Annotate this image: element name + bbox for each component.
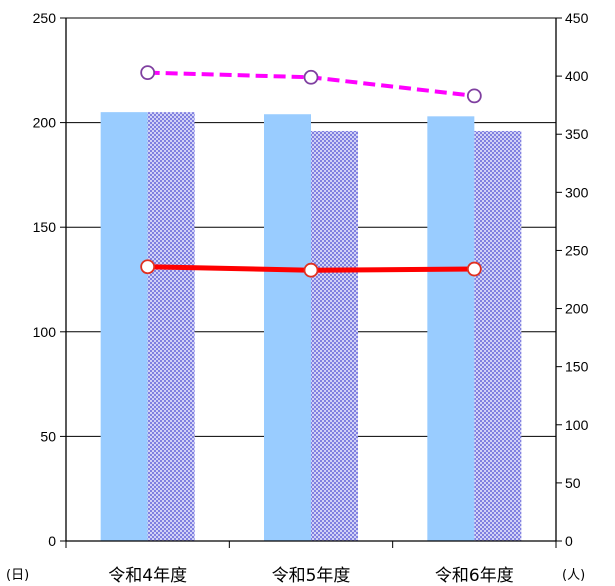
bar-series1 [427,116,475,541]
line-series2-point [303,262,319,278]
line-series2-point [466,261,482,277]
y-right-tick-label: 0 [565,533,573,549]
y-right-unit-label: (人) [562,568,585,583]
bar-series2 [474,130,522,541]
y-right-tick-label: 50 [565,475,581,491]
line-layer [140,65,482,278]
y-right-tick-label: 150 [565,359,589,375]
y-right-tick-label: 350 [565,126,589,142]
y-right-tick-label: 300 [565,184,589,200]
line-series1-point [303,69,319,85]
y-left-tick-label: 150 [33,219,57,235]
y-right-tick-label: 450 [565,10,589,26]
y-right-tick-label: 200 [565,301,589,317]
line-series2-point [140,259,156,275]
x-category-label: 令和5年度 [272,566,351,586]
y-left-tick-label: 100 [33,324,57,340]
line-series1-point [140,65,156,81]
bar-series2 [311,130,358,541]
y-left-tick-label: 200 [33,115,57,131]
y-left-unit-label: (日) [6,568,29,583]
bar-series2 [147,112,195,541]
y-left-tick-label: 0 [48,533,56,549]
x-category-label: 令和6年度 [435,566,514,586]
y-left-tick-label: 50 [40,428,56,444]
y-left-tick-label: 250 [33,10,57,26]
axes [60,17,562,548]
y-right-tick-label: 250 [565,242,589,258]
y-right-tick-label: 400 [565,68,589,84]
x-category-label: 令和4年度 [108,566,187,586]
axis-labels: 0 50 100 150 200 250 0 50 100 150 200 250 300 350 400 4… [6,10,589,586]
bar-series1 [100,112,148,541]
y-right-tick-label: 100 [565,417,589,433]
line-series1-point [466,88,482,104]
bar-series1 [264,114,311,542]
bar-layer [100,112,522,542]
